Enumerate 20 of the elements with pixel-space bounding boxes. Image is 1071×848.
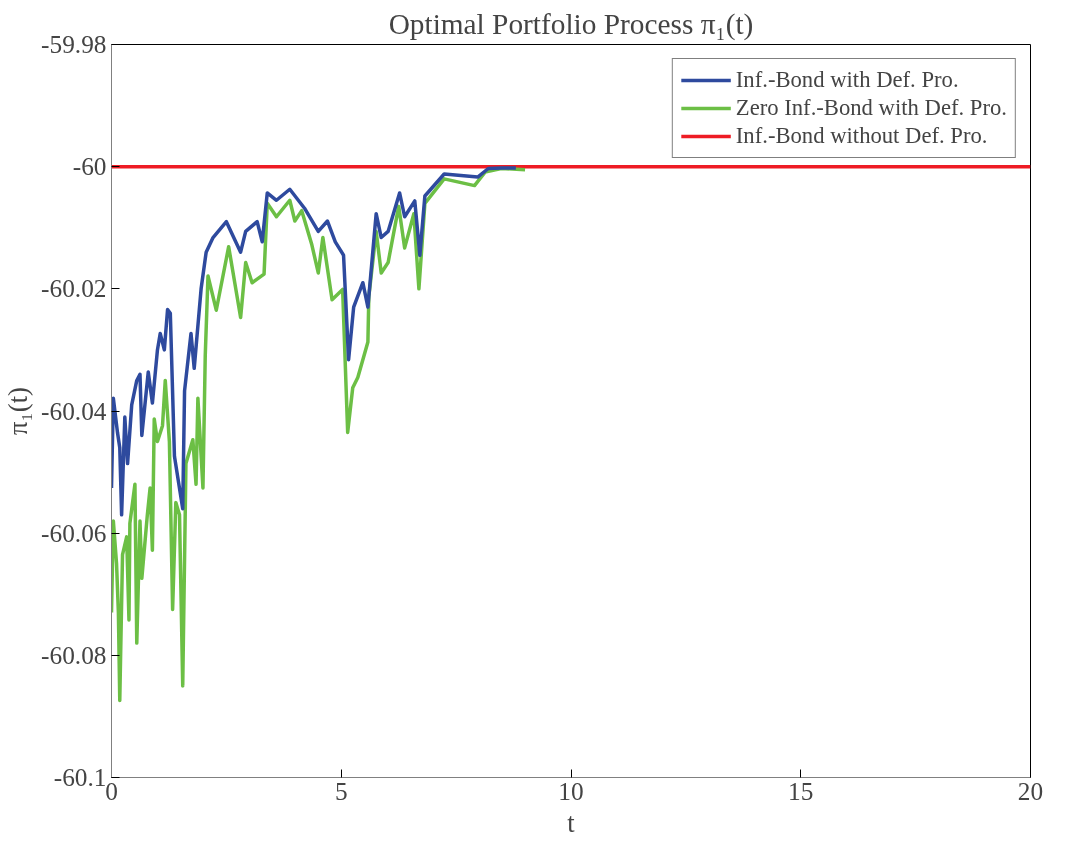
legend-label: Inf.-Bond with Def. Pro. (735, 67, 959, 93)
line-series (111, 166, 518, 517)
y-tick-label: -60.1 (53, 763, 107, 791)
y-tick-label: -60.04 (41, 396, 107, 425)
chart-title: Optimal Portfolio Process π₁(t) (388, 7, 754, 41)
legend-label: Zero Inf.-Bond with Def. Pro. (735, 95, 1007, 121)
x-tick-label: 10 (558, 776, 584, 805)
y-tick-label: -60 (72, 152, 107, 181)
y-tick-label: -60.08 (41, 640, 107, 669)
x-tick-label: 15 (788, 776, 814, 805)
x-tick-label: 5 (334, 776, 348, 805)
y-tick-label: -59.98 (41, 30, 107, 58)
line-series (111, 166, 527, 703)
y-tick-label: -60.06 (41, 518, 107, 547)
legend-label: Inf.-Bond without Def. Pro. (735, 123, 988, 149)
y-tick-label: -60.02 (41, 274, 107, 303)
x-axis-title: t (567, 807, 576, 838)
y-axis-title: π₁(t) (3, 387, 34, 435)
x-tick-label: 0 (105, 776, 118, 805)
x-tick-label: 20 (1017, 776, 1044, 805)
